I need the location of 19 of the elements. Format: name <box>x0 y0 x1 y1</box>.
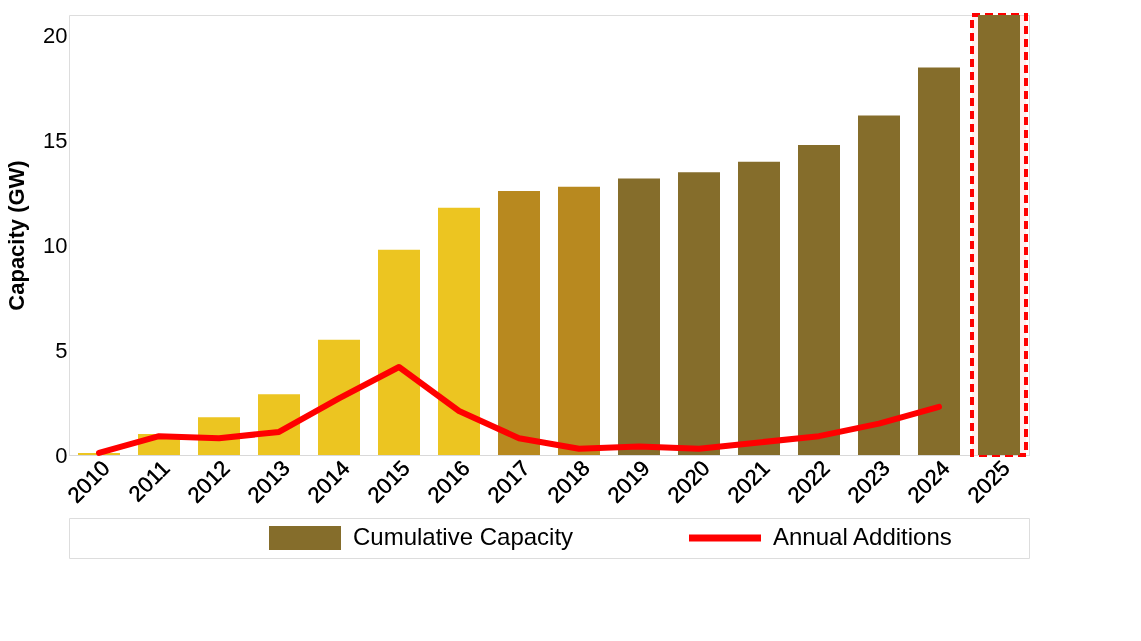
bar <box>618 178 660 455</box>
y-tick-label: 0 <box>55 442 68 468</box>
y-tick-label: 20 <box>43 23 68 49</box>
bar <box>318 339 360 455</box>
y-axis-title: Capacity (GW) <box>4 160 30 311</box>
bar <box>858 115 900 455</box>
bar <box>558 186 600 455</box>
bar <box>798 144 840 455</box>
y-tick-label: 15 <box>43 128 68 154</box>
y-tick-label: 5 <box>55 337 68 363</box>
bar <box>438 207 480 455</box>
legend-label: Annual Additions <box>773 523 952 550</box>
y-tick-label: 10 <box>43 232 68 258</box>
legend-label: Cumulative Capacity <box>353 523 574 550</box>
bar <box>498 191 540 455</box>
bar <box>918 67 960 455</box>
bar <box>738 161 780 455</box>
bar <box>378 249 420 455</box>
bar <box>678 172 720 455</box>
